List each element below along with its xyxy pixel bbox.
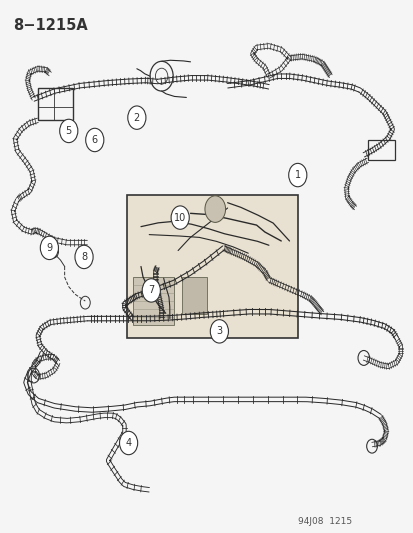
- Bar: [367, 140, 394, 160]
- Circle shape: [171, 206, 189, 229]
- Circle shape: [128, 106, 145, 130]
- Text: 1: 1: [294, 170, 300, 180]
- Circle shape: [142, 279, 160, 302]
- Circle shape: [59, 119, 78, 143]
- Text: 7: 7: [148, 286, 154, 295]
- Circle shape: [75, 245, 93, 269]
- Text: 3: 3: [216, 326, 222, 336]
- Circle shape: [119, 431, 138, 455]
- Bar: [126, 195, 297, 338]
- Bar: [38, 88, 73, 120]
- Text: 2: 2: [133, 112, 140, 123]
- Text: 10: 10: [173, 213, 186, 223]
- Circle shape: [85, 128, 104, 152]
- Text: 8: 8: [81, 252, 87, 262]
- Bar: [133, 277, 173, 325]
- Circle shape: [288, 164, 306, 187]
- Circle shape: [210, 320, 228, 343]
- Text: 6: 6: [92, 135, 97, 145]
- Text: 8−1215A: 8−1215A: [13, 18, 88, 33]
- Text: 5: 5: [66, 126, 72, 136]
- Text: 4: 4: [125, 438, 131, 448]
- Text: 94J08  1215: 94J08 1215: [297, 517, 351, 526]
- Bar: [182, 277, 206, 314]
- Circle shape: [204, 196, 225, 222]
- Circle shape: [40, 236, 58, 260]
- Text: 9: 9: [46, 243, 52, 253]
